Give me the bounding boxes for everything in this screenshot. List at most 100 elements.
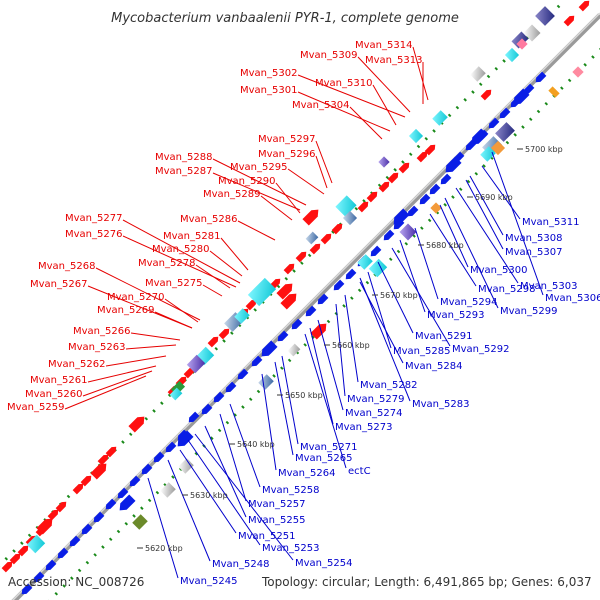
map-title: Mycobacterium vanbaalenii PYR-1, complet… [111, 11, 459, 26]
reverse-gene-arrow [445, 156, 462, 173]
gene-label-reverse[interactable]: Mvan_5299 [500, 306, 557, 317]
gene-label-reverse[interactable]: Mvan_5294 [440, 297, 497, 308]
gene-label-forward[interactable]: Mvan_5304 [292, 100, 349, 111]
gene-label-forward[interactable]: Mvan_5261 [30, 375, 87, 386]
gene-label-forward[interactable]: Mvan_5262 [48, 359, 105, 370]
forward-gene-arrow [207, 336, 219, 348]
reverse-gene-arrow [370, 245, 382, 257]
gene-label-forward[interactable]: Mvan_5260 [25, 389, 82, 400]
leader-line-forward [315, 155, 328, 189]
reverse-gene-arrow [237, 368, 249, 380]
leader-line-reverse [465, 179, 504, 250]
gene-label-reverse[interactable]: Mvan_5248 [212, 559, 269, 570]
forward-gene-arrow [218, 328, 230, 340]
gene-label-reverse[interactable]: Mvan_5254 [295, 558, 352, 569]
reverse-gene-arrow [93, 511, 105, 523]
gene-label-forward[interactable]: Mvan_5275 [145, 278, 202, 289]
leader-line-reverse [219, 413, 247, 502]
gene-label-reverse[interactable]: Mvan_5253 [262, 543, 319, 554]
leader-line-reverse [399, 239, 426, 313]
gene-label-reverse[interactable]: Mvan_5285 [393, 346, 450, 357]
gene-label-forward[interactable]: Mvan_5266 [73, 326, 130, 337]
leader-line-forward [315, 140, 333, 184]
gene-label-forward[interactable]: Mvan_5309 [300, 50, 357, 61]
reverse-gene-arrow [277, 330, 289, 342]
reverse-gene-arrow [261, 340, 278, 357]
reverse-gene-arrow [21, 583, 33, 595]
gene-label-reverse[interactable]: Mvan_5258 [262, 485, 319, 496]
gene-label-reverse[interactable]: Mvan_5265 [295, 453, 352, 464]
gene-label-reverse[interactable]: Mvan_5311 [522, 217, 579, 228]
gene-label-reverse[interactable]: Mvan_5274 [345, 408, 402, 419]
leader-line-forward [287, 168, 325, 195]
orf-box [470, 66, 486, 82]
gene-label-forward[interactable]: Mvan_5286 [180, 214, 237, 225]
reverse-gene-arrow [225, 381, 237, 393]
gene-label-forward[interactable]: Mvan_5269 [97, 305, 154, 316]
leader-line-reverse [304, 333, 347, 469]
gene-label-reverse[interactable]: Mvan_5273 [335, 422, 392, 433]
gene-label-reverse[interactable]: Mvan_5303 [520, 281, 577, 292]
reverse-gene-arrow [177, 430, 194, 447]
gene-label-forward[interactable]: Mvan_5288 [155, 152, 212, 163]
gene-label-reverse[interactable]: ectC [348, 466, 371, 477]
gene-label-reverse[interactable]: Mvan_5282 [360, 380, 417, 391]
orf-box [548, 86, 560, 98]
gene-label-forward[interactable]: Mvan_5313 [365, 55, 422, 66]
leader-line-forward [220, 237, 249, 271]
forward-gene-arrow [295, 251, 307, 263]
reverse-gene-arrow [201, 403, 213, 415]
leader-line-forward [122, 219, 241, 284]
orf-box [160, 482, 176, 498]
reverse-gene-arrow [499, 107, 511, 119]
gene-label-forward[interactable]: Mvan_5263 [68, 342, 125, 353]
tick-label: 5690 kbp [475, 193, 513, 202]
gene-label-reverse[interactable]: Mvan_5283 [412, 399, 469, 410]
gene-label-forward[interactable]: Mvan_5289 [203, 189, 260, 200]
gene-label-reverse[interactable]: Mvan_5271 [300, 442, 357, 453]
gene-label-forward[interactable]: Mvan_5296 [258, 149, 315, 160]
gene-label-reverse[interactable]: Mvan_5255 [248, 515, 305, 526]
gene-label-reverse[interactable]: Mvan_5292 [452, 344, 509, 355]
gene-label-reverse[interactable]: Mvan_5307 [505, 247, 562, 258]
leader-lines [64, 46, 544, 579]
orf-box [368, 258, 388, 278]
reverse-gene-arrow [141, 463, 153, 475]
gene-label-forward[interactable]: Mvan_5295 [230, 162, 287, 173]
gene-label-forward[interactable]: Mvan_5280 [152, 244, 209, 255]
gene-label-reverse[interactable]: Mvan_5284 [405, 361, 462, 372]
gene-label-forward[interactable]: Mvan_5281 [163, 231, 220, 242]
gene-label-forward[interactable]: Mvan_5270 [107, 292, 164, 303]
gene-label-reverse[interactable]: Mvan_5251 [238, 531, 295, 542]
gene-label-forward[interactable]: Mvan_5267 [30, 279, 87, 290]
gene-label-reverse[interactable]: Mvan_5306 [545, 293, 600, 304]
gene-label-forward[interactable]: Mvan_5287 [155, 166, 212, 177]
gene-label-forward[interactable]: Mvan_5302 [240, 68, 297, 79]
gene-label-forward[interactable]: Mvan_5314 [355, 40, 412, 51]
gene-label-reverse[interactable]: Mvan_5279 [347, 394, 404, 405]
gene-label-reverse[interactable]: Mvan_5298 [478, 284, 535, 295]
gene-label-forward[interactable]: Mvan_5310 [315, 78, 372, 89]
gene-label-reverse[interactable]: Mvan_5293 [427, 310, 484, 321]
reverse-gene-arrow [407, 205, 419, 217]
gene-label-reverse[interactable]: Mvan_5308 [505, 233, 562, 244]
gene-label-forward[interactable]: Mvan_5290 [218, 176, 275, 187]
gene-label-forward[interactable]: Mvan_5277 [65, 213, 122, 224]
gene-label-forward[interactable]: Mvan_5268 [38, 261, 95, 272]
gene-label-forward[interactable]: Mvan_5259 [7, 402, 64, 413]
leader-line-reverse [179, 449, 237, 534]
gene-label-forward[interactable]: Mvan_5276 [65, 229, 122, 240]
reverse-gene-arrow [129, 475, 141, 487]
gene-label-reverse[interactable]: Mvan_5257 [248, 499, 305, 510]
gene-label-reverse[interactable]: Mvan_5264 [278, 468, 335, 479]
gene-label-forward[interactable]: Mvan_5297 [258, 134, 315, 145]
gene-label-forward[interactable]: Mvan_5278 [138, 258, 195, 269]
leader-line-forward [349, 106, 383, 140]
gene-label-reverse[interactable]: Mvan_5245 [180, 576, 237, 587]
gene-label-reverse[interactable]: Mvan_5300 [470, 265, 527, 276]
leader-line-reverse [414, 227, 439, 300]
gene-label-reverse[interactable]: Mvan_5291 [415, 331, 472, 342]
gene-label-forward[interactable]: Mvan_5301 [240, 85, 297, 96]
reverse-gene-arrow [523, 83, 535, 95]
